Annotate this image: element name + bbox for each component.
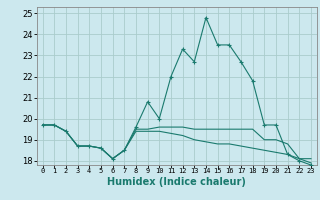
X-axis label: Humidex (Indice chaleur): Humidex (Indice chaleur) [108, 177, 246, 187]
